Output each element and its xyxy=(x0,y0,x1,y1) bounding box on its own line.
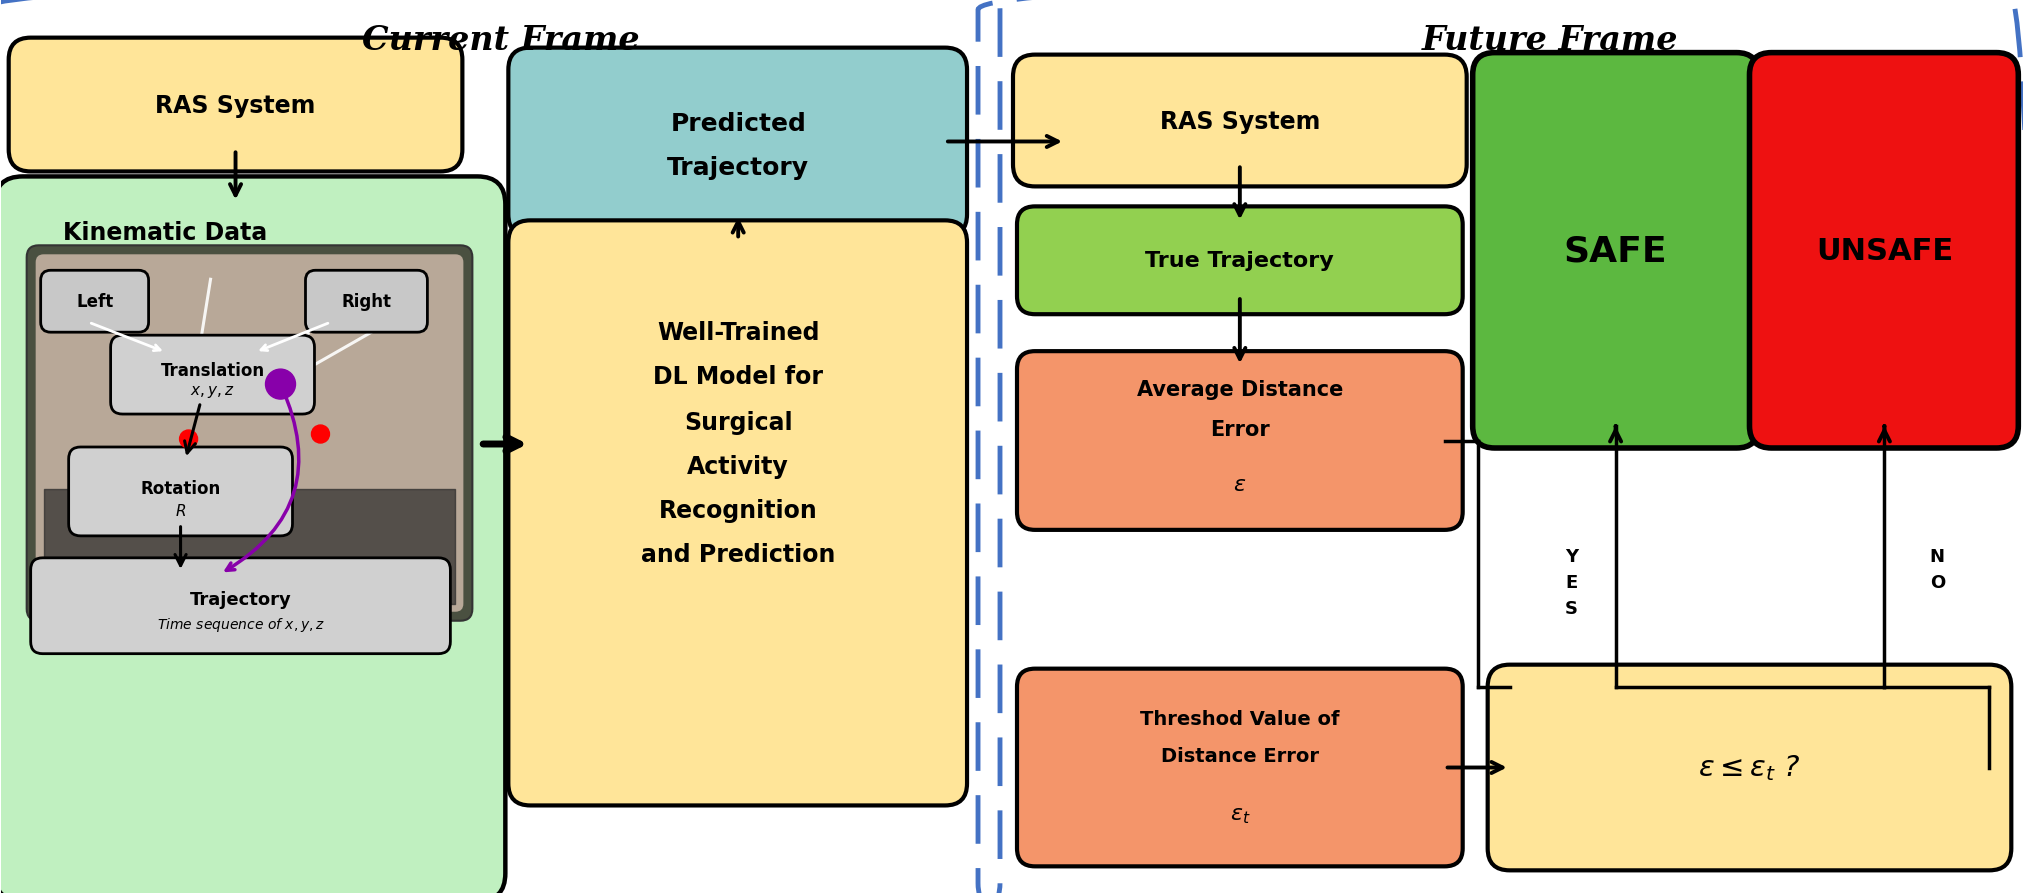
Circle shape xyxy=(180,431,198,449)
FancyBboxPatch shape xyxy=(508,221,967,805)
Text: Rotation: Rotation xyxy=(140,479,221,497)
FancyBboxPatch shape xyxy=(1012,55,1467,187)
Text: Distance Error: Distance Error xyxy=(1161,746,1319,765)
Text: N: N xyxy=(1928,547,1944,565)
FancyBboxPatch shape xyxy=(30,558,451,654)
FancyBboxPatch shape xyxy=(1748,54,2017,449)
Text: Current Frame: Current Frame xyxy=(362,24,639,57)
Text: E: E xyxy=(1564,573,1578,591)
FancyBboxPatch shape xyxy=(1016,669,1463,866)
Text: and Prediction: and Prediction xyxy=(641,543,835,566)
Text: UNSAFE: UNSAFE xyxy=(1815,237,1952,266)
Text: Error: Error xyxy=(1210,419,1268,440)
Text: Kinematic Data: Kinematic Data xyxy=(63,221,267,245)
Text: $\varepsilon \leq \varepsilon_t$ ?: $\varepsilon \leq \varepsilon_t$ ? xyxy=(1697,753,1800,782)
Text: True Trajectory: True Trajectory xyxy=(1145,251,1333,271)
FancyBboxPatch shape xyxy=(111,336,314,415)
Text: Time sequence of $x, y, z$: Time sequence of $x, y, z$ xyxy=(156,615,324,633)
Text: Trajectory: Trajectory xyxy=(668,156,809,181)
Text: Trajectory: Trajectory xyxy=(190,590,291,608)
FancyBboxPatch shape xyxy=(1016,207,1463,315)
Text: Average Distance: Average Distance xyxy=(1137,380,1343,400)
Text: $R$: $R$ xyxy=(174,502,186,519)
Text: Translation: Translation xyxy=(160,362,265,380)
Text: Surgical: Surgical xyxy=(684,410,793,434)
FancyBboxPatch shape xyxy=(8,38,461,173)
Text: O: O xyxy=(1928,573,1944,591)
Text: Activity: Activity xyxy=(688,454,789,478)
Circle shape xyxy=(312,426,330,443)
Text: Recognition: Recognition xyxy=(659,498,817,522)
Text: $\varepsilon_t$: $\varepsilon_t$ xyxy=(1228,805,1250,825)
FancyBboxPatch shape xyxy=(36,255,463,612)
Circle shape xyxy=(265,370,295,400)
FancyBboxPatch shape xyxy=(40,271,148,333)
Text: Left: Left xyxy=(77,293,113,311)
FancyBboxPatch shape xyxy=(305,271,427,333)
FancyBboxPatch shape xyxy=(26,246,471,621)
FancyBboxPatch shape xyxy=(508,48,967,237)
Text: Well-Trained: Well-Trained xyxy=(657,321,819,345)
Text: Right: Right xyxy=(342,293,390,311)
Text: $x, y, z$: $x, y, z$ xyxy=(190,384,235,400)
Text: Future Frame: Future Frame xyxy=(1420,24,1677,57)
FancyBboxPatch shape xyxy=(1016,351,1463,530)
Text: RAS System: RAS System xyxy=(1159,109,1319,133)
FancyBboxPatch shape xyxy=(1473,54,1758,449)
FancyBboxPatch shape xyxy=(1487,665,2011,871)
FancyBboxPatch shape xyxy=(69,448,293,536)
Text: DL Model for: DL Model for xyxy=(653,365,823,389)
Text: RAS System: RAS System xyxy=(156,94,316,117)
Text: Y: Y xyxy=(1564,547,1578,565)
Text: Predicted: Predicted xyxy=(670,112,805,135)
FancyBboxPatch shape xyxy=(0,177,506,894)
Text: SAFE: SAFE xyxy=(1564,234,1667,268)
Text: Threshod Value of: Threshod Value of xyxy=(1139,709,1339,729)
Text: S: S xyxy=(1564,599,1578,617)
Text: $\varepsilon$: $\varepsilon$ xyxy=(1232,475,1246,494)
